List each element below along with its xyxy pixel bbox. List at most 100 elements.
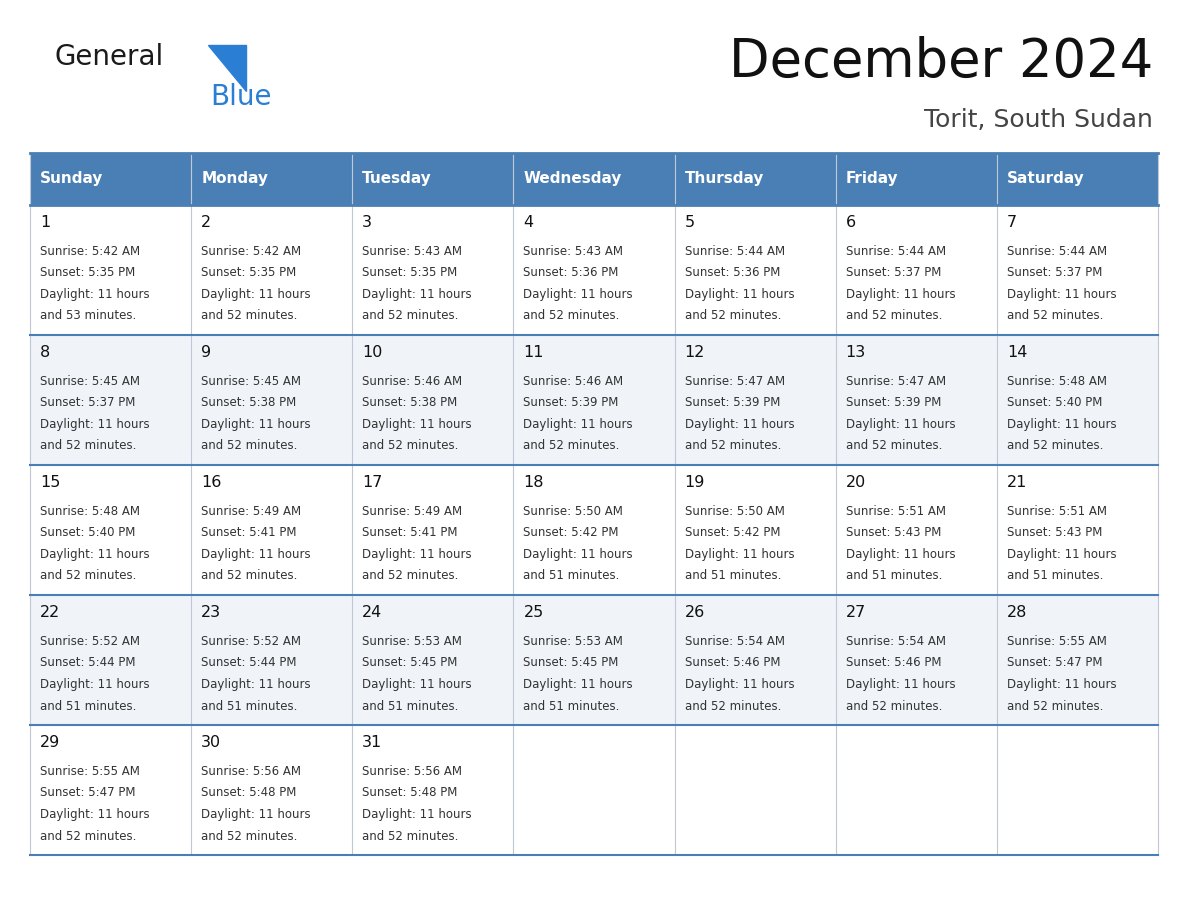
- Text: and 51 minutes.: and 51 minutes.: [846, 569, 942, 583]
- Text: Sunrise: 5:56 AM: Sunrise: 5:56 AM: [362, 765, 462, 778]
- Text: and 52 minutes.: and 52 minutes.: [201, 309, 297, 322]
- Text: Sunrise: 5:50 AM: Sunrise: 5:50 AM: [684, 505, 784, 518]
- Text: 25: 25: [524, 605, 544, 620]
- Text: 19: 19: [684, 475, 704, 490]
- Text: 31: 31: [362, 735, 383, 750]
- Text: Sunset: 5:37 PM: Sunset: 5:37 PM: [40, 397, 135, 409]
- Text: and 51 minutes.: and 51 minutes.: [1007, 569, 1104, 583]
- Text: and 51 minutes.: and 51 minutes.: [40, 700, 137, 712]
- Text: Daylight: 11 hours: Daylight: 11 hours: [684, 548, 795, 561]
- Text: and 52 minutes.: and 52 minutes.: [524, 440, 620, 453]
- Bar: [675, 205, 835, 335]
- Text: Sunrise: 5:51 AM: Sunrise: 5:51 AM: [846, 505, 946, 518]
- Text: Daylight: 11 hours: Daylight: 11 hours: [684, 418, 795, 431]
- Text: and 51 minutes.: and 51 minutes.: [524, 569, 620, 583]
- Text: 16: 16: [201, 475, 221, 490]
- Text: Sunrise: 5:54 AM: Sunrise: 5:54 AM: [684, 635, 784, 648]
- Text: 24: 24: [362, 605, 383, 620]
- Text: Sunrise: 5:43 AM: Sunrise: 5:43 AM: [362, 245, 462, 258]
- Text: and 52 minutes.: and 52 minutes.: [846, 309, 942, 322]
- Text: Daylight: 11 hours: Daylight: 11 hours: [846, 418, 955, 431]
- Text: 17: 17: [362, 475, 383, 490]
- Text: Sunrise: 5:42 AM: Sunrise: 5:42 AM: [40, 245, 140, 258]
- Bar: [835, 205, 997, 335]
- Text: 1: 1: [40, 215, 50, 230]
- Text: Sunset: 5:36 PM: Sunset: 5:36 PM: [684, 266, 781, 279]
- Bar: [997, 335, 1158, 465]
- Text: 22: 22: [40, 605, 61, 620]
- Text: Sunset: 5:48 PM: Sunset: 5:48 PM: [362, 787, 457, 800]
- Text: 13: 13: [846, 345, 866, 360]
- Text: Daylight: 11 hours: Daylight: 11 hours: [684, 288, 795, 301]
- Text: and 52 minutes.: and 52 minutes.: [362, 440, 459, 453]
- Bar: [835, 725, 997, 855]
- Text: 7: 7: [1007, 215, 1017, 230]
- Text: and 51 minutes.: and 51 minutes.: [362, 700, 459, 712]
- Text: 23: 23: [201, 605, 221, 620]
- Bar: [191, 335, 353, 465]
- Bar: [835, 335, 997, 465]
- Text: Sunset: 5:37 PM: Sunset: 5:37 PM: [846, 266, 941, 279]
- Bar: [30, 465, 191, 595]
- Text: Daylight: 11 hours: Daylight: 11 hours: [40, 678, 150, 691]
- Text: and 52 minutes.: and 52 minutes.: [846, 440, 942, 453]
- Bar: [30, 153, 191, 205]
- Text: Sunset: 5:45 PM: Sunset: 5:45 PM: [524, 656, 619, 669]
- Text: Sunset: 5:39 PM: Sunset: 5:39 PM: [684, 397, 781, 409]
- Text: Sunset: 5:46 PM: Sunset: 5:46 PM: [846, 656, 941, 669]
- Text: 10: 10: [362, 345, 383, 360]
- Text: Sunrise: 5:44 AM: Sunrise: 5:44 AM: [846, 245, 946, 258]
- Text: Daylight: 11 hours: Daylight: 11 hours: [40, 548, 150, 561]
- Text: and 52 minutes.: and 52 minutes.: [40, 440, 137, 453]
- Text: Sunrise: 5:44 AM: Sunrise: 5:44 AM: [684, 245, 785, 258]
- Bar: [835, 595, 997, 725]
- Text: Sunrise: 5:44 AM: Sunrise: 5:44 AM: [1007, 245, 1107, 258]
- Text: Sunrise: 5:56 AM: Sunrise: 5:56 AM: [201, 765, 301, 778]
- Text: Daylight: 11 hours: Daylight: 11 hours: [362, 288, 472, 301]
- Text: and 52 minutes.: and 52 minutes.: [201, 569, 297, 583]
- Text: Sunrise: 5:47 AM: Sunrise: 5:47 AM: [684, 375, 785, 388]
- Text: 8: 8: [40, 345, 50, 360]
- Text: and 51 minutes.: and 51 minutes.: [524, 700, 620, 712]
- Text: and 52 minutes.: and 52 minutes.: [846, 700, 942, 712]
- Text: Sunrise: 5:49 AM: Sunrise: 5:49 AM: [362, 505, 462, 518]
- Text: Sunrise: 5:43 AM: Sunrise: 5:43 AM: [524, 245, 624, 258]
- Bar: [835, 465, 997, 595]
- Text: 30: 30: [201, 735, 221, 750]
- Text: General: General: [55, 43, 164, 71]
- Text: Sunrise: 5:48 AM: Sunrise: 5:48 AM: [1007, 375, 1107, 388]
- Bar: [675, 153, 835, 205]
- Bar: [191, 205, 353, 335]
- Bar: [997, 595, 1158, 725]
- Bar: [835, 153, 997, 205]
- Bar: [675, 725, 835, 855]
- Text: Daylight: 11 hours: Daylight: 11 hours: [846, 548, 955, 561]
- Text: 28: 28: [1007, 605, 1028, 620]
- Text: Sunrise: 5:49 AM: Sunrise: 5:49 AM: [201, 505, 302, 518]
- Text: Sunrise: 5:47 AM: Sunrise: 5:47 AM: [846, 375, 946, 388]
- Text: Sunset: 5:39 PM: Sunset: 5:39 PM: [846, 397, 941, 409]
- Bar: [30, 595, 191, 725]
- Text: Sunset: 5:41 PM: Sunset: 5:41 PM: [362, 527, 457, 540]
- Bar: [30, 335, 191, 465]
- Text: Sunset: 5:47 PM: Sunset: 5:47 PM: [1007, 656, 1102, 669]
- Text: Sunrise: 5:53 AM: Sunrise: 5:53 AM: [362, 635, 462, 648]
- Bar: [353, 465, 513, 595]
- Text: Sunday: Sunday: [40, 172, 103, 186]
- Text: 9: 9: [201, 345, 211, 360]
- Text: Sunset: 5:44 PM: Sunset: 5:44 PM: [40, 656, 135, 669]
- Text: Sunrise: 5:45 AM: Sunrise: 5:45 AM: [201, 375, 301, 388]
- Text: Daylight: 11 hours: Daylight: 11 hours: [201, 418, 311, 431]
- Text: Daylight: 11 hours: Daylight: 11 hours: [201, 808, 311, 821]
- Text: Sunset: 5:35 PM: Sunset: 5:35 PM: [40, 266, 135, 279]
- Text: Daylight: 11 hours: Daylight: 11 hours: [524, 288, 633, 301]
- Bar: [675, 465, 835, 595]
- Text: Sunrise: 5:42 AM: Sunrise: 5:42 AM: [201, 245, 302, 258]
- Text: and 52 minutes.: and 52 minutes.: [684, 309, 781, 322]
- Text: 6: 6: [846, 215, 855, 230]
- Bar: [30, 205, 191, 335]
- Text: Sunset: 5:38 PM: Sunset: 5:38 PM: [362, 397, 457, 409]
- Bar: [997, 725, 1158, 855]
- Text: Sunset: 5:39 PM: Sunset: 5:39 PM: [524, 397, 619, 409]
- Text: 3: 3: [362, 215, 372, 230]
